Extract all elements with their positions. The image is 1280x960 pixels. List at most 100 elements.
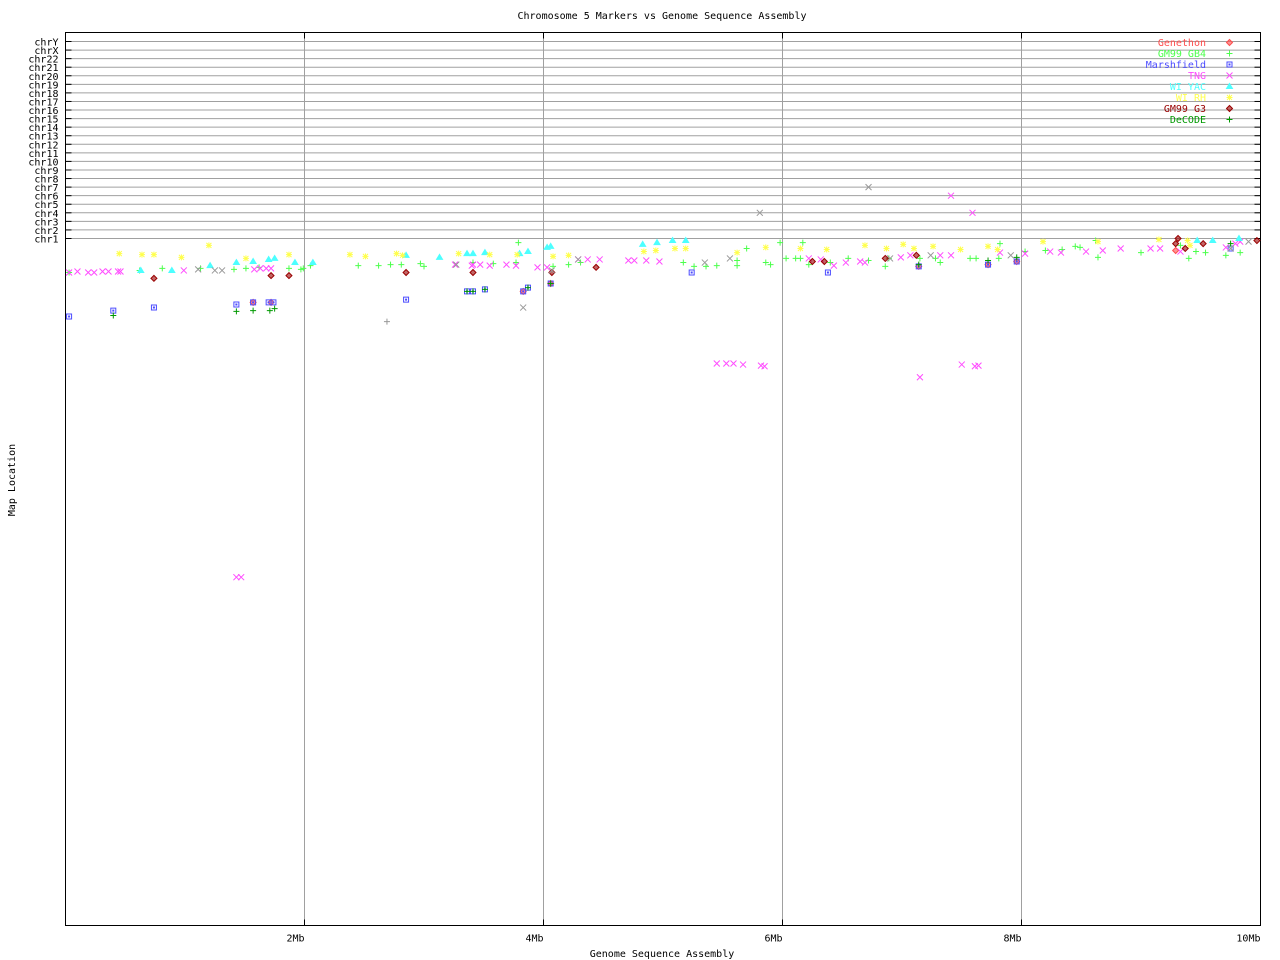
data-point	[937, 259, 944, 266]
data-point	[355, 262, 362, 269]
data-point	[947, 192, 955, 200]
data-point	[883, 245, 890, 252]
data-point	[110, 312, 117, 319]
data-point	[783, 255, 790, 262]
data-point	[882, 263, 889, 270]
data-point	[762, 244, 769, 251]
data-point	[524, 284, 531, 291]
data-point	[1138, 249, 1144, 256]
data-point	[805, 261, 812, 268]
data-point	[66, 313, 73, 320]
data-point	[399, 252, 406, 259]
plot-area-border	[65, 32, 1261, 926]
data-point	[1192, 248, 1199, 255]
data-point	[1177, 248, 1184, 255]
x-tick-label: 2Mb	[286, 934, 304, 945]
data-point	[927, 251, 935, 259]
data-point	[403, 296, 410, 303]
data-point	[250, 307, 257, 314]
data-point	[734, 249, 741, 256]
data-point	[668, 236, 677, 244]
x-tick-label: 10Mb	[1236, 934, 1260, 945]
data-point	[393, 250, 400, 257]
legend-label: WI YAC	[1170, 82, 1206, 93]
data-point	[1094, 238, 1101, 245]
legend-label: TNG	[1188, 71, 1206, 82]
series-genethon	[249, 246, 1180, 307]
data-point	[285, 265, 292, 272]
y-tick-label: chr13	[28, 132, 58, 143]
series-decode	[110, 240, 1234, 319]
data-point	[808, 257, 817, 266]
data-point	[1077, 244, 1084, 251]
data-point	[308, 258, 317, 266]
legend-marker-plus-icon	[1226, 116, 1233, 123]
data-point	[1245, 238, 1252, 245]
data-point	[881, 254, 889, 263]
data-point	[1185, 255, 1192, 262]
data-point	[1082, 248, 1090, 255]
data-point	[233, 308, 240, 315]
data-point	[967, 255, 974, 262]
legend-marker-box-icon	[1226, 61, 1233, 68]
data-point	[915, 261, 922, 268]
data-point	[865, 183, 872, 191]
data-point	[262, 265, 270, 272]
data-point	[514, 251, 521, 258]
data-point	[534, 264, 541, 271]
data-point	[930, 243, 937, 250]
data-point	[1171, 246, 1180, 255]
data-point	[642, 257, 650, 264]
data-point	[820, 257, 829, 266]
data-point	[1099, 247, 1107, 254]
data-point	[1222, 252, 1229, 259]
data-point	[975, 362, 982, 369]
legend-label: DeCODE	[1170, 115, 1206, 126]
data-point	[150, 274, 158, 283]
data-point	[74, 268, 81, 275]
data-point	[762, 259, 769, 266]
data-point	[574, 256, 582, 263]
y-tick-label: chr22	[28, 55, 58, 66]
data-point	[842, 259, 850, 266]
y-tick-label: chr12	[28, 140, 58, 151]
y-tick-label: chr18	[28, 89, 58, 100]
data-point	[1177, 242, 1184, 249]
data-point	[994, 246, 1001, 253]
data-point	[688, 269, 695, 276]
data-point	[486, 251, 493, 258]
data-point	[730, 360, 737, 367]
data-point	[947, 251, 955, 259]
data-point	[178, 254, 185, 261]
data-point	[150, 251, 157, 258]
data-point	[958, 361, 966, 368]
data-point	[756, 209, 764, 217]
data-point	[84, 269, 92, 276]
data-point	[681, 236, 690, 244]
y-tick-label: chr10	[28, 157, 58, 168]
data-point	[451, 261, 459, 268]
legend-marker-star-icon	[1226, 94, 1233, 101]
data-point	[237, 573, 245, 581]
data-point	[1184, 237, 1191, 244]
data-point	[734, 257, 741, 264]
data-point	[270, 254, 279, 261]
data-point	[90, 269, 98, 276]
data-point	[230, 266, 237, 273]
y-tick-label: chr17	[28, 97, 58, 108]
data-point	[1174, 234, 1182, 243]
data-point	[548, 268, 556, 277]
data-point	[256, 265, 264, 272]
data-point	[271, 305, 278, 312]
data-point	[452, 261, 460, 268]
data-point	[743, 245, 750, 252]
data-point	[194, 266, 202, 273]
data-point	[824, 269, 831, 276]
y-tick-label: chr20	[28, 72, 58, 83]
data-point	[136, 266, 145, 273]
data-point	[584, 256, 592, 263]
data-point	[455, 250, 462, 257]
data-point	[375, 262, 382, 269]
y-tick-label: chr6	[34, 192, 58, 203]
data-point	[630, 257, 638, 264]
